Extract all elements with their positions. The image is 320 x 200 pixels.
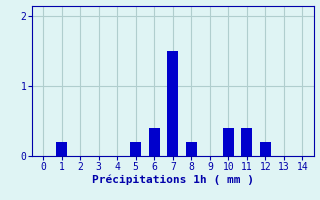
Bar: [186, 142, 197, 156]
Bar: [223, 128, 234, 156]
Bar: [130, 142, 141, 156]
Bar: [241, 128, 252, 156]
Bar: [149, 128, 160, 156]
Bar: [167, 51, 178, 156]
Bar: [260, 142, 271, 156]
X-axis label: Précipitations 1h ( mm ): Précipitations 1h ( mm ): [92, 174, 254, 185]
Bar: [56, 142, 67, 156]
